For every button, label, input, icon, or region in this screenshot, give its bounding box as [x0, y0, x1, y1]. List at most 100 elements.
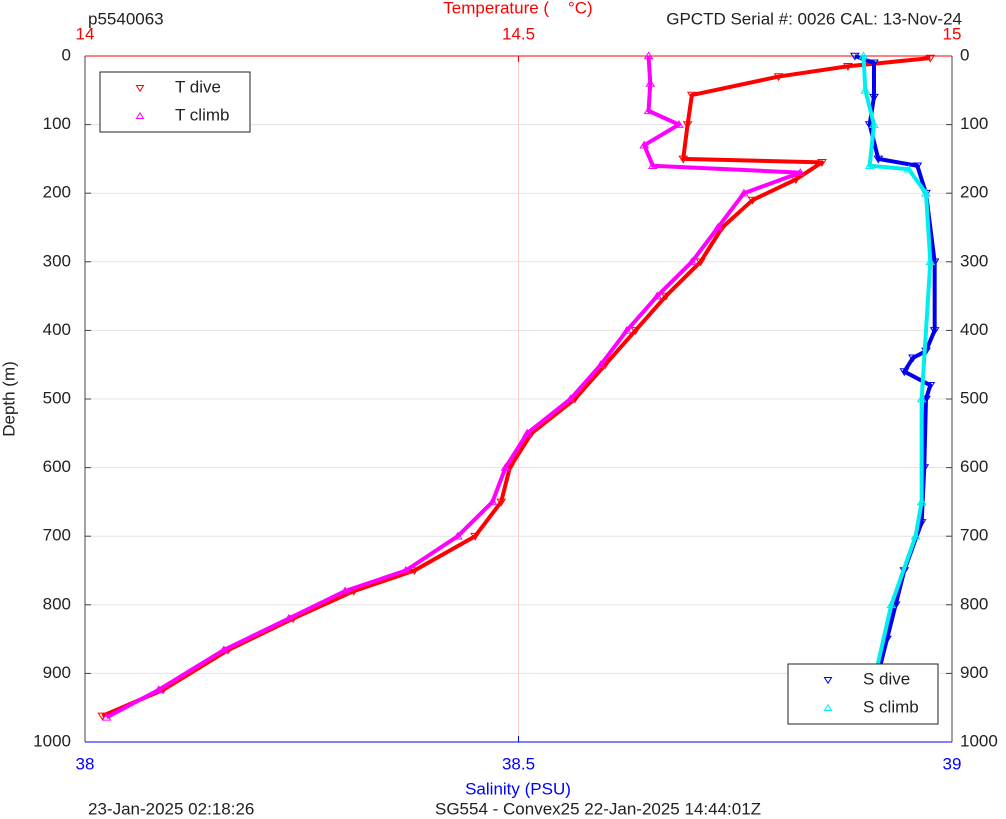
y2-tick-label: 500: [960, 388, 988, 407]
x-axis-title: Salinity (PSU): [465, 779, 571, 798]
y-axis-title: Depth (m): [0, 361, 18, 437]
y2-tick-label: 900: [960, 663, 988, 682]
marker: [500, 463, 511, 471]
marker: [817, 159, 827, 167]
marker: [916, 497, 927, 506]
footer-right: SG554 - Convex25 22-Jan-2025 14:44:01Z: [435, 799, 761, 818]
marker: [660, 292, 671, 301]
marker: [621, 325, 632, 334]
marker: [487, 497, 498, 506]
marker: [929, 327, 940, 335]
marker: [652, 291, 663, 300]
profile-line: [101, 56, 931, 718]
marker: [925, 381, 936, 390]
marker: [864, 161, 875, 170]
footer-left: 23-Jan-2025 02:18:26: [88, 799, 254, 818]
legend-label: S climb: [863, 697, 919, 716]
y-tick-label: 1000: [33, 731, 71, 750]
y2-tick-label: 0: [960, 45, 969, 64]
marker: [678, 155, 689, 164]
marker: [565, 394, 576, 403]
y-tick-label: 900: [43, 663, 71, 682]
marker: [639, 140, 650, 149]
marker: [903, 164, 914, 173]
marker: [869, 120, 879, 128]
marker: [899, 368, 910, 377]
marker: [452, 531, 463, 540]
marker: [97, 712, 108, 721]
marker: [869, 59, 879, 68]
y-tick-label: 600: [43, 457, 71, 476]
legend-label: T climb: [175, 105, 229, 124]
marker: [496, 498, 507, 507]
marker: [747, 196, 758, 205]
marker: [916, 394, 927, 403]
marker: [908, 354, 918, 363]
x-tick-label: 38.5: [502, 754, 535, 773]
marker: [886, 600, 897, 609]
marker: [860, 85, 871, 94]
y-tick-label: 0: [62, 45, 71, 64]
y-tick-label: 100: [43, 114, 71, 133]
legend-box: [787, 663, 939, 725]
marker: [595, 360, 606, 368]
legend-marker: [135, 111, 145, 119]
profile-line: [105, 55, 803, 720]
x-tick-label: 38: [76, 754, 95, 773]
marker: [849, 52, 860, 61]
legend-label: T dive: [175, 77, 221, 96]
marker: [643, 51, 654, 60]
marker: [522, 428, 533, 437]
marker: [686, 257, 697, 266]
marker: [283, 613, 294, 622]
marker: [340, 586, 351, 595]
y2-tick-label: 600: [960, 457, 988, 476]
marker: [695, 258, 706, 267]
marker: [400, 565, 411, 574]
y2-tick-label: 300: [960, 251, 988, 270]
marker: [910, 531, 921, 540]
x2-tick-label: 14.5: [502, 24, 535, 43]
marker: [869, 93, 879, 102]
y-tick-label: 700: [43, 526, 71, 545]
legend-box: [99, 71, 251, 133]
y-tick-label: 400: [43, 320, 71, 339]
y-tick-label: 500: [43, 388, 71, 407]
legend-marker: [823, 677, 833, 685]
marker: [101, 712, 112, 721]
marker: [921, 188, 931, 197]
profile-line: [861, 55, 933, 719]
x2-axis-title: Temperature ( °C): [443, 0, 592, 17]
marker: [470, 532, 481, 541]
marker: [673, 120, 684, 128]
marker: [843, 62, 853, 71]
marker: [713, 222, 723, 231]
marker: [645, 78, 656, 87]
marker: [925, 257, 936, 266]
y-tick-label: 800: [43, 594, 71, 613]
y2-tick-label: 400: [960, 320, 988, 339]
legend-marker: [135, 85, 145, 93]
marker: [925, 54, 936, 63]
x2-tick-label: 14: [76, 24, 95, 43]
y2-tick-label: 100: [960, 114, 988, 133]
marker: [795, 168, 806, 176]
top-right-label: GPCTD Serial #: 0026 CAL: 13-Nov-24: [666, 9, 962, 28]
marker: [682, 121, 693, 130]
legend-label: S dive: [863, 669, 910, 688]
marker: [218, 645, 229, 654]
y2-tick-label: 700: [960, 526, 988, 545]
marker: [647, 161, 658, 170]
marker: [409, 567, 420, 576]
marker: [873, 155, 884, 164]
marker: [858, 51, 869, 60]
y-tick-label: 300: [43, 251, 71, 270]
y2-tick-label: 800: [960, 594, 988, 613]
marker: [912, 162, 923, 171]
marker: [630, 327, 641, 335]
y-tick-label: 200: [43, 183, 71, 202]
y2-tick-label: 200: [960, 183, 988, 202]
x-tick-label: 39: [943, 754, 962, 773]
marker: [643, 106, 654, 115]
